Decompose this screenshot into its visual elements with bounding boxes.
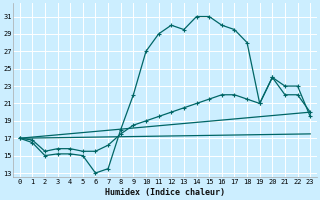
X-axis label: Humidex (Indice chaleur): Humidex (Indice chaleur): [105, 188, 225, 197]
